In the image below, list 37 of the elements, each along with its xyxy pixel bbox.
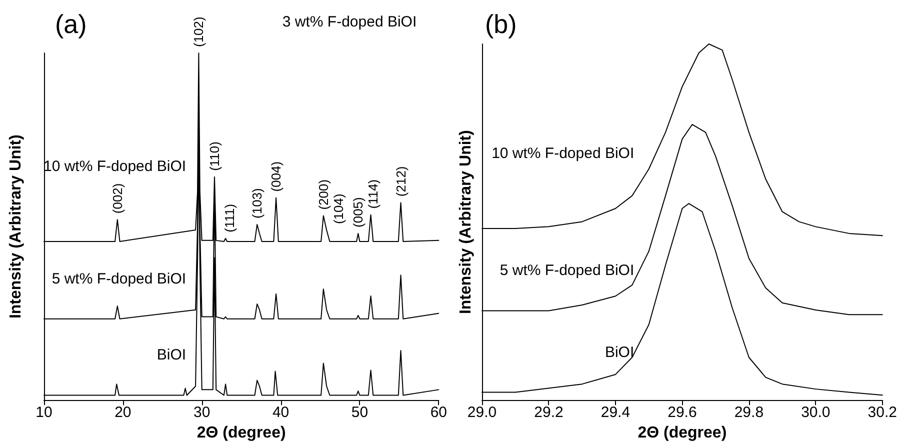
x-tick-label: 30.2 <box>868 404 898 422</box>
x-tick-label: 10 <box>36 404 52 422</box>
annotation: (114) <box>366 179 381 209</box>
x-tick-label: 29.6 <box>668 404 697 422</box>
series-label: BiOI <box>156 346 186 364</box>
x-tick-label: 20 <box>114 404 132 422</box>
x-tick-label: 40 <box>272 404 290 422</box>
annotation: (104) <box>330 194 346 224</box>
x-tick-label: 30.0 <box>801 404 830 422</box>
annotation: (200) <box>316 179 331 210</box>
annotation: (102) <box>191 16 206 47</box>
x-tick-label: 29.8 <box>734 404 764 422</box>
annotation: (212) <box>393 166 408 197</box>
x-tick-label: 29.0 <box>467 404 497 422</box>
x-tick-label: 50 <box>351 404 368 422</box>
annotation: (005) <box>350 197 366 228</box>
series-label: 5 wt% F-doped BiOI <box>52 270 186 288</box>
annotation: (111) <box>222 204 237 232</box>
x-tick-label: 29.2 <box>534 404 564 422</box>
x-tick-label: 30 <box>194 404 210 422</box>
series-label: BiOI <box>604 344 634 361</box>
annotation: (002) <box>110 183 125 214</box>
text: 3 wt% F-doped BiOI <box>282 14 417 30</box>
x-axis-title: 2Θ (degree) <box>196 424 286 442</box>
series-label: 5 wt% F-doped BiOI <box>500 262 634 280</box>
x-tick-label: 60 <box>430 404 447 422</box>
y-axis-title: Intensity (Arbitrary Unit) <box>8 134 24 319</box>
x-tick-label: 29.4 <box>600 404 630 422</box>
series-label: 10 wt% F-doped BiOI <box>44 158 186 175</box>
chart-title: (b) <box>485 9 517 39</box>
chart-title: (a) <box>55 9 87 39</box>
annotation: (103) <box>250 188 265 218</box>
annotation: (110) <box>206 142 222 171</box>
y-axis-title: Intensity (Arbitrary Unit) <box>458 130 474 314</box>
series-label: 10 wt% F-doped BiOI <box>492 144 634 162</box>
x-axis-title: 2Θ (degree) <box>638 424 727 442</box>
annotation: (004) <box>268 161 284 192</box>
